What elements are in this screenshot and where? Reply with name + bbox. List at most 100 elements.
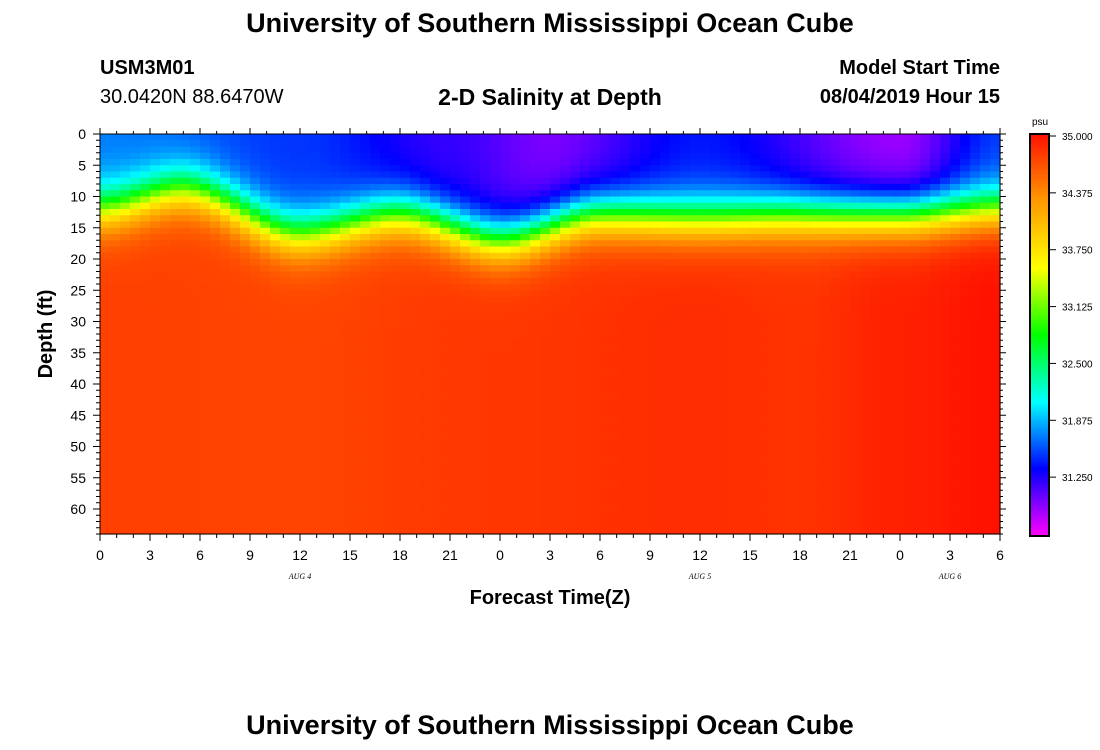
heatmap-cell [770, 446, 781, 454]
heatmap-cell [110, 290, 121, 298]
heatmap-cell [520, 259, 531, 266]
heatmap-cell [230, 452, 241, 460]
heatmap-cell [220, 271, 231, 279]
heatmap-cell [240, 402, 251, 410]
heatmap-cell [410, 490, 421, 498]
heatmap-cell [270, 409, 281, 416]
heatmap-cell [800, 471, 811, 479]
heatmap-cell [850, 177, 861, 185]
heatmap-cell [780, 177, 791, 185]
heatmap-cell [570, 209, 581, 216]
heatmap-cell [820, 159, 831, 166]
heatmap-cell [820, 240, 831, 248]
heatmap-cell [720, 340, 731, 348]
heatmap-cell [550, 434, 561, 441]
heatmap-cell [250, 146, 261, 154]
heatmap-cell [170, 277, 181, 285]
heatmap-cell [590, 296, 601, 304]
heatmap-cell [590, 171, 601, 179]
heatmap-cell [180, 302, 191, 310]
heatmap-cell [830, 515, 841, 523]
heatmap-cell [480, 265, 491, 273]
heatmap-cell [720, 477, 731, 485]
heatmap-cell [100, 515, 111, 523]
heatmap-cell [310, 390, 321, 398]
heatmap-cell [290, 359, 301, 366]
heatmap-cell [860, 371, 871, 379]
heatmap-cell [810, 365, 821, 373]
heatmap-cell [640, 377, 651, 385]
heatmap-cell [150, 196, 161, 204]
heatmap-cell [280, 290, 291, 298]
heatmap-cell [510, 215, 521, 223]
heatmap-cell [200, 515, 211, 523]
heatmap-cell [830, 196, 841, 204]
heatmap-cell [710, 227, 721, 235]
heatmap-cell [550, 346, 561, 354]
heatmap-cell [800, 177, 811, 185]
heatmap-cell [480, 165, 491, 173]
heatmap-cell [520, 234, 531, 241]
heatmap-cell [360, 415, 371, 423]
heatmap-cell [620, 296, 631, 304]
heatmap-cell [220, 152, 231, 160]
heatmap-cell [470, 302, 481, 310]
heatmap-cell [100, 171, 111, 179]
heatmap-cell [190, 446, 201, 454]
heatmap-cell [120, 452, 131, 460]
heatmap-cell [640, 196, 651, 204]
heatmap-cell [680, 390, 691, 398]
heatmap-cell [580, 246, 591, 254]
heatmap-cell [130, 190, 141, 198]
heatmap-cell [550, 202, 561, 210]
heatmap-cell [620, 477, 631, 485]
heatmap-cell [550, 152, 561, 160]
heatmap-cell [290, 502, 301, 510]
heatmap-cell [560, 190, 571, 198]
heatmap-cell [430, 434, 441, 441]
heatmap-cell [810, 146, 821, 154]
heatmap-cell [560, 227, 571, 235]
heatmap-cell [120, 252, 131, 260]
heatmap-cell [850, 452, 861, 460]
heatmap-cell [690, 146, 701, 154]
heatmap-cell [470, 271, 481, 279]
heatmap-cell [750, 390, 761, 398]
heatmap-cell [150, 265, 161, 273]
heatmap-cell [290, 377, 301, 385]
heatmap-cell [110, 252, 121, 260]
heatmap-cell [700, 284, 711, 291]
heatmap-cell [680, 340, 691, 348]
heatmap-cell [540, 221, 551, 229]
heatmap-cell [820, 440, 831, 448]
heatmap-cell [120, 259, 131, 266]
heatmap-cell [810, 296, 821, 304]
heatmap-cell [410, 477, 421, 485]
heatmap-cell [310, 215, 321, 223]
heatmap-cell [780, 527, 791, 535]
heatmap-cell [670, 152, 681, 160]
heatmap-cell [440, 140, 451, 148]
heatmap-cell [630, 315, 641, 323]
heatmap-cell [170, 171, 181, 179]
heatmap-cell [810, 184, 821, 191]
heatmap-cell [420, 315, 431, 323]
heatmap-cell [690, 252, 701, 260]
heatmap-cell [290, 327, 301, 335]
heatmap-cell [670, 377, 681, 385]
heatmap-cell [860, 246, 871, 254]
heatmap-cell [360, 396, 371, 404]
heatmap-cell [540, 427, 551, 435]
heatmap-cell [280, 371, 291, 379]
heatmap-cell [150, 209, 161, 216]
heatmap-cell [480, 152, 491, 160]
heatmap-cell [100, 509, 111, 516]
heatmap-cell [380, 196, 391, 204]
heatmap-cell [130, 146, 141, 154]
heatmap-cell [250, 459, 261, 466]
heatmap-cell [260, 184, 271, 191]
heatmap-cell [210, 527, 221, 535]
heatmap-cell [630, 202, 641, 210]
heatmap-cell [190, 215, 201, 223]
heatmap-cell [250, 227, 261, 235]
